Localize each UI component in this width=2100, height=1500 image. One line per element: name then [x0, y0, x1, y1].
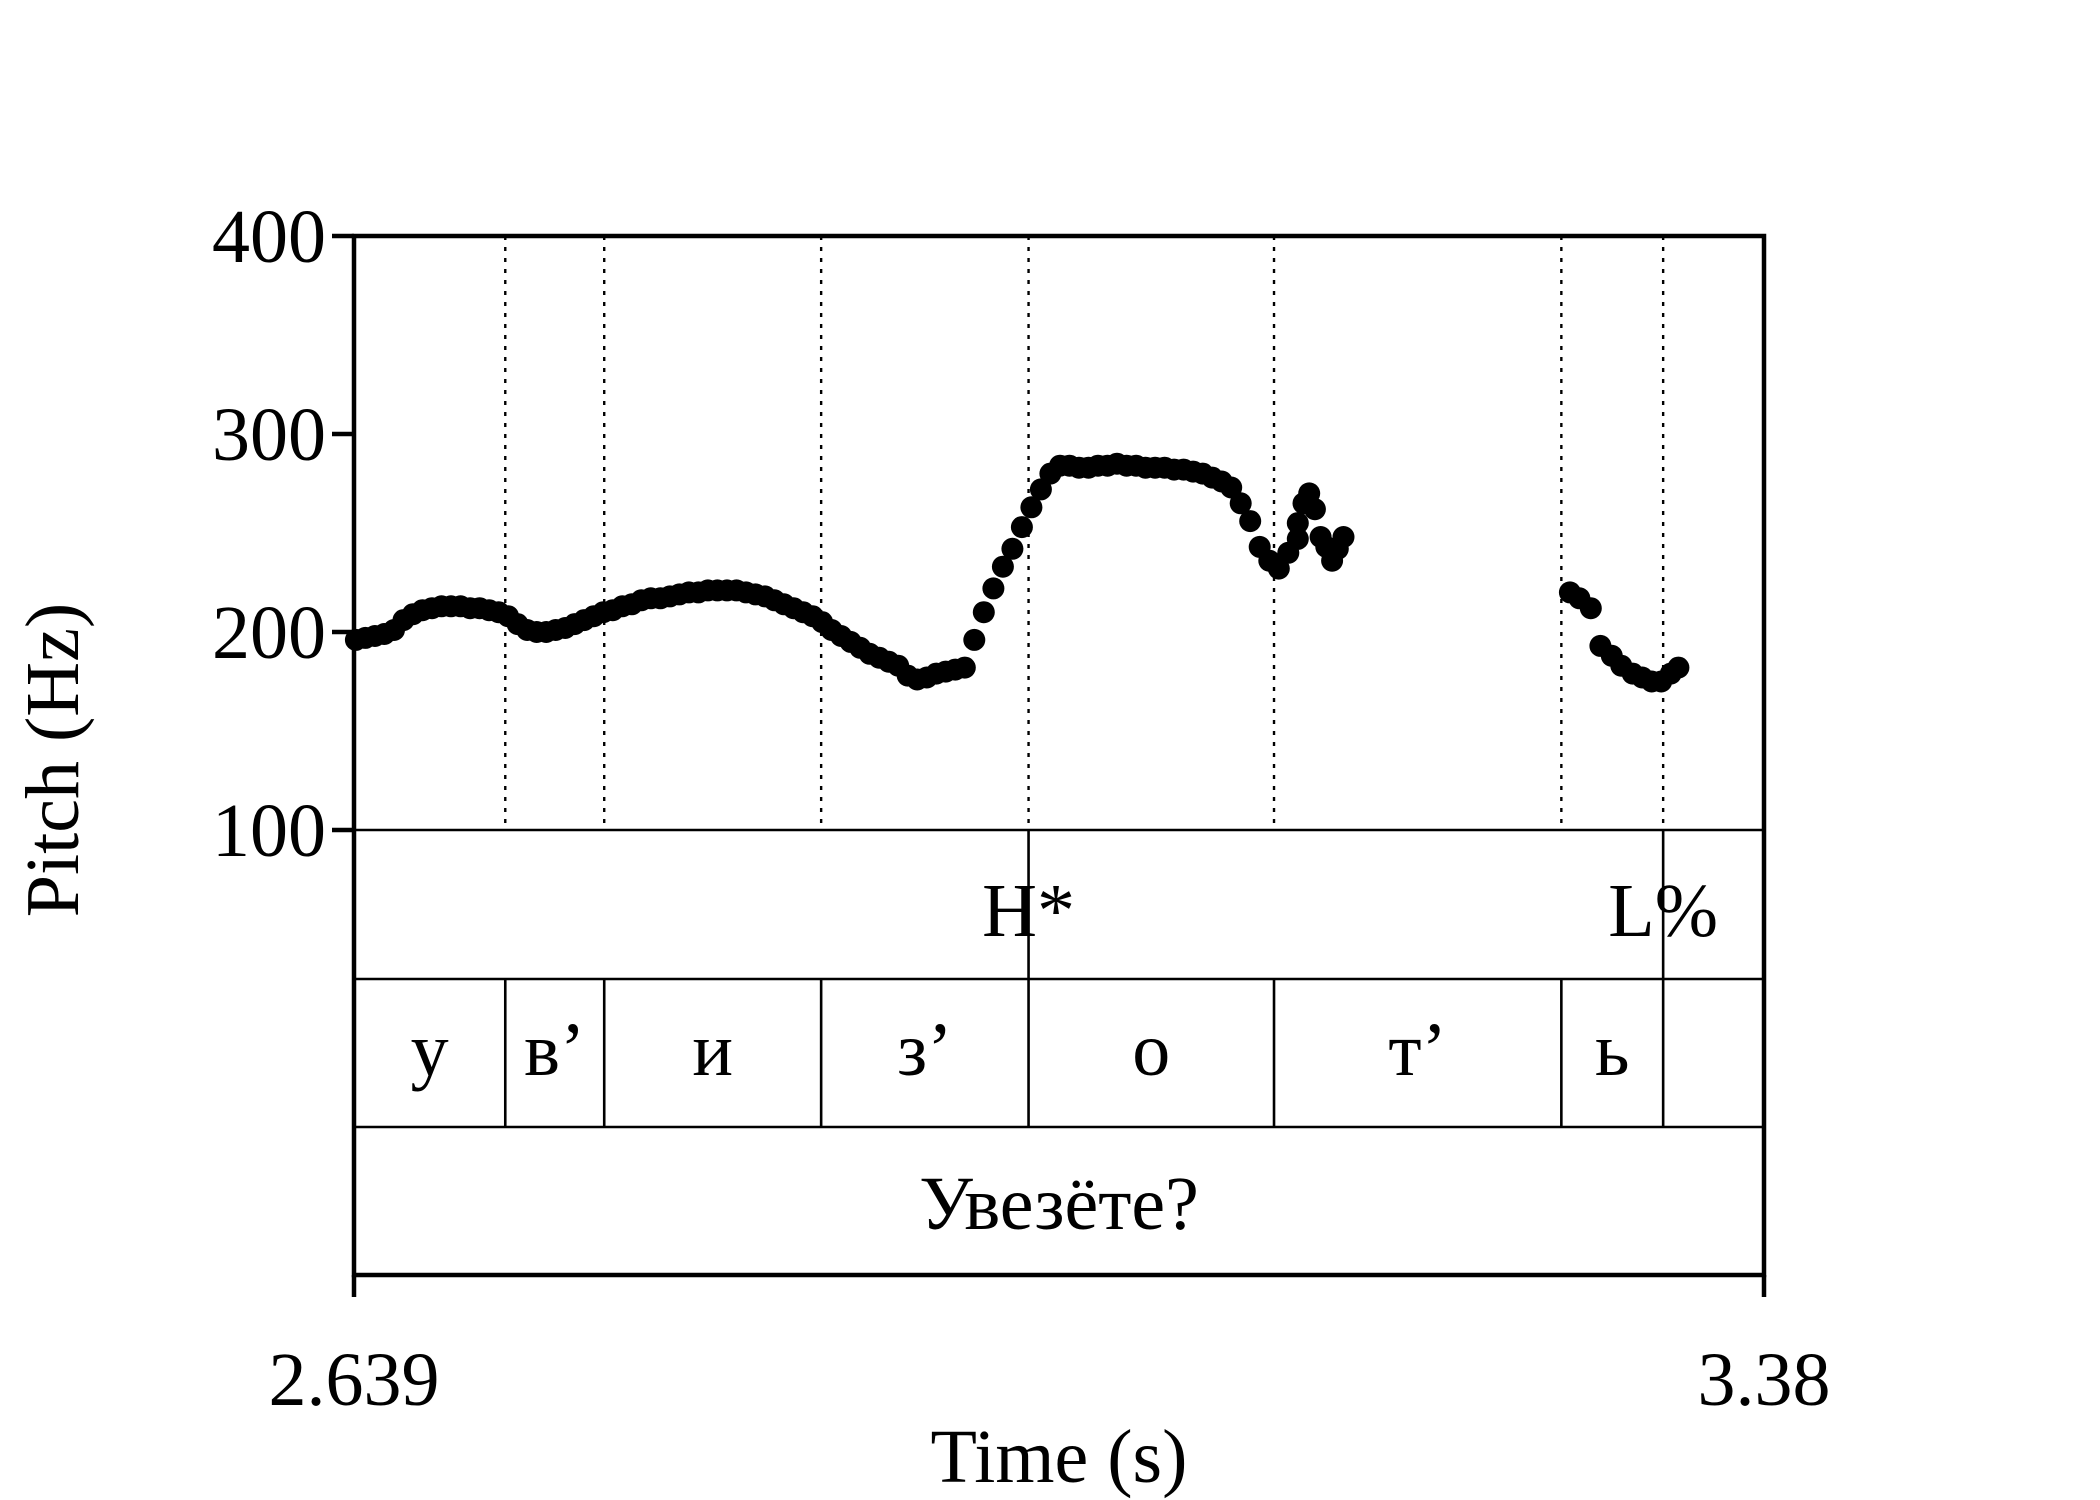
segment-label: о: [1132, 1008, 1170, 1092]
pitch-point: [972, 601, 995, 624]
pitch-point: [1267, 557, 1290, 580]
pitch-point: [1579, 597, 1602, 620]
pitch-point: [1286, 527, 1309, 550]
pitch-point: [982, 577, 1005, 600]
pitch-point: [1220, 476, 1243, 499]
segment-label: з’: [897, 1008, 952, 1092]
tier-rules: [354, 828, 1764, 1129]
tone-label: L%: [1608, 869, 1718, 953]
segment-label: и: [692, 1008, 733, 1092]
pitch-point: [1029, 478, 1052, 501]
pitch-point: [1332, 526, 1355, 548]
pitch-point: [1303, 498, 1326, 521]
y-tick-label: 300: [212, 393, 326, 477]
plot-border: [351, 233, 1767, 1278]
segment-label: у: [411, 1008, 449, 1092]
y-tick-label: 400: [212, 195, 326, 279]
y-tick-label: 200: [212, 591, 326, 675]
y-axis: 100 200 300 400: [212, 195, 354, 873]
word-label: Увезёте?: [919, 1162, 1199, 1246]
pitch-point: [991, 555, 1014, 578]
x-tick-label: 3.38: [1698, 1338, 1831, 1422]
segment-label: в’: [524, 1008, 585, 1092]
pitch-point: [1239, 510, 1262, 533]
pitch-point: [1229, 492, 1252, 515]
x-axis-label: Time (s): [931, 1415, 1188, 1499]
pitch-point: [963, 628, 986, 651]
pitch-point: [1010, 516, 1033, 539]
tone-tier: H* L%: [982, 830, 1718, 979]
y-tick-label: 100: [212, 789, 326, 873]
word-tier: Увезёте?: [919, 1162, 1199, 1246]
pitch-point: [953, 656, 976, 679]
pitch-track: [344, 452, 1690, 693]
x-axis: 2.639 3.38: [269, 1275, 1831, 1422]
y-axis-label: Pitch (Hz): [11, 603, 95, 917]
pitch-point: [1667, 656, 1690, 679]
x-tick-label: 2.639: [269, 1338, 440, 1422]
pitch-point: [1286, 512, 1309, 535]
tone-label: H*: [982, 869, 1075, 953]
boundary-lines: [504, 236, 1665, 830]
pitch-point: [1020, 496, 1043, 519]
pitch-point: [1001, 537, 1024, 560]
plot-frame: [351, 233, 1767, 1278]
segment-tier: у в’ и з’ о т’ ь: [411, 979, 1665, 1127]
segment-label: ь: [1595, 1008, 1630, 1092]
segment-label: т’: [1388, 1008, 1447, 1092]
